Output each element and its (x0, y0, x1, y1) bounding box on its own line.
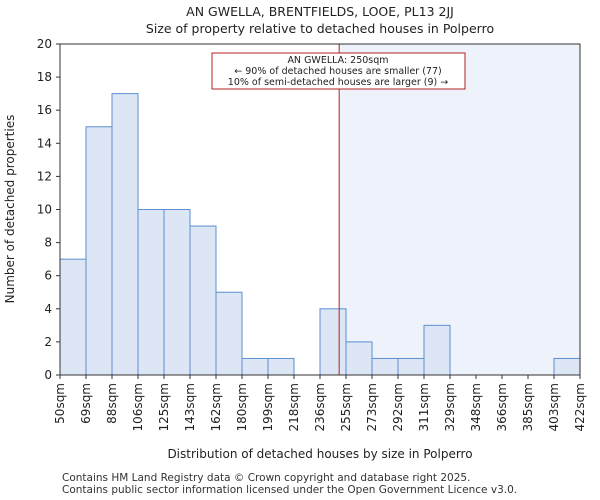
histogram-bar (241, 357, 269, 376)
histogram-bar (371, 357, 399, 376)
x-tick-label: 292sqm (391, 383, 405, 431)
footer-line-2: Contains public sector information licen… (62, 484, 518, 496)
x-tick-label: 329sqm (443, 383, 457, 431)
y-axis-label: Number of detached properties (3, 115, 17, 304)
larger-region-shade (339, 44, 580, 375)
histogram-bar (553, 357, 581, 376)
histogram-bar (215, 291, 243, 376)
x-tick-label: 236sqm (313, 383, 327, 431)
y-tick-label: 20 (37, 37, 52, 51)
x-tick-label: 348sqm (469, 383, 483, 431)
histogram-bar (319, 308, 347, 376)
x-tick-label: 403sqm (547, 383, 561, 431)
histogram-bar (163, 209, 191, 376)
y-tick-label: 4 (44, 302, 52, 316)
x-tick-label: 385sqm (521, 383, 535, 431)
histogram-bar (59, 258, 87, 376)
x-tick-label: 273sqm (365, 383, 379, 431)
y-tick-label: 0 (44, 368, 52, 382)
y-tick-label: 16 (37, 103, 52, 117)
y-tick-label: 12 (37, 169, 52, 183)
x-tick-label: 50sqm (53, 383, 67, 424)
x-tick-label: 180sqm (235, 383, 249, 431)
plot-area: 0 2 4 6 8 10 12 14 16 18 20 50sqm 69sqm 88sqm 106sqm 12… (37, 37, 587, 431)
x-tick-label: 311sqm (417, 383, 431, 431)
x-tick-label: 88sqm (105, 383, 119, 424)
annotation-line-2: ← 90% of detached houses are smaller (77… (234, 66, 441, 77)
x-tick-label: 106sqm (131, 383, 145, 431)
annotation-line-1: AN GWELLA: 250sqm (287, 55, 388, 66)
histogram-bar (189, 225, 217, 376)
y-tick-label: 2 (44, 335, 52, 349)
histogram-bar (85, 126, 113, 376)
y-tick-label: 8 (44, 236, 52, 250)
y-tick-label: 10 (37, 203, 52, 217)
histogram-bar (267, 357, 295, 376)
x-tick-label: 143sqm (183, 383, 197, 431)
y-tick-label: 18 (37, 70, 52, 84)
histogram-bar (397, 357, 425, 376)
x-tick-label: 162sqm (209, 383, 223, 431)
histogram-bar (423, 324, 451, 376)
y-tick-label: 6 (44, 269, 52, 283)
annotation-line-3: 10% of semi-detached houses are larger (… (228, 77, 448, 88)
chart-title-line1: AN GWELLA, BRENTFIELDS, LOOE, PL13 2JJ (186, 4, 454, 19)
histogram-bar (345, 341, 373, 376)
y-tick-label: 14 (37, 136, 52, 150)
x-tick-label: 422sqm (573, 383, 587, 431)
annotation-frame (211, 52, 466, 90)
annotation-box: AN GWELLA: 250sqm ← 90% of detached hous… (211, 52, 466, 90)
x-tick-label: 366sqm (495, 383, 509, 431)
x-tick-label: 218sqm (287, 383, 301, 431)
histogram-bar (111, 93, 139, 376)
histogram-chart: AN GWELLA, BRENTFIELDS, LOOE, PL13 2JJ S… (3, 4, 587, 461)
x-axis-label: Distribution of detached houses by size … (167, 447, 472, 461)
x-tick-label: 255sqm (339, 383, 353, 431)
x-tick-label: 199sqm (261, 383, 275, 431)
x-tick-label: 125sqm (157, 383, 171, 431)
footer-line-1: Contains HM Land Registry data © Crown c… (62, 472, 471, 484)
x-tick-label: 69sqm (79, 383, 93, 424)
histogram-bar (137, 209, 165, 376)
chart-title-line2: Size of property relative to detached ho… (146, 21, 494, 36)
